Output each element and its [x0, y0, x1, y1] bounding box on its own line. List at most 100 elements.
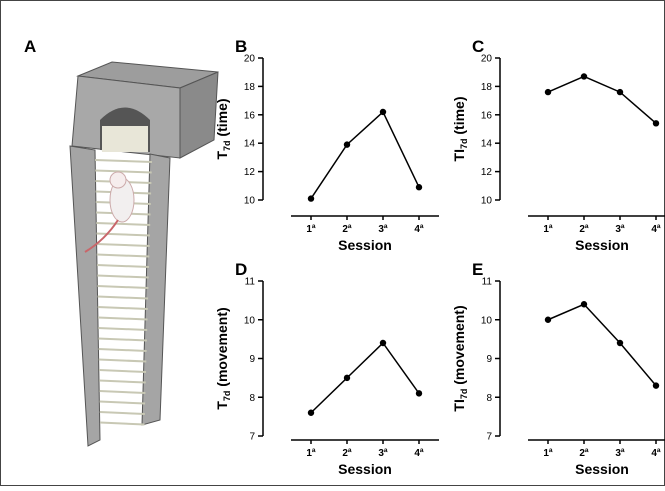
y-tick-label: 10 [244, 196, 256, 207]
panel-label: B [235, 37, 247, 56]
y-tick-label: 8 [486, 393, 492, 404]
line [310, 110, 420, 199]
point [307, 195, 315, 202]
rung [99, 411, 145, 415]
y-tick-label: 10 [481, 315, 493, 326]
y-tick-label: 7 [249, 432, 255, 443]
y-label-rest: (time) [214, 98, 230, 140]
y-tick-label: 11 [245, 277, 256, 288]
y-tick-label: 20 [244, 54, 256, 65]
rung [96, 232, 150, 237]
point [343, 141, 351, 148]
y-tick-label: 14 [481, 139, 493, 150]
y-tick-label: 11 [482, 277, 493, 288]
y-tick-label: 12 [244, 167, 256, 178]
point [307, 409, 315, 416]
x-tick-label: 2ª [579, 224, 589, 235]
y-label-rest: (movement) [451, 305, 467, 388]
x-tick-label: 4ª [651, 448, 661, 459]
x-tick-label: 2ª [342, 448, 352, 459]
rung [97, 285, 149, 289]
point [652, 382, 660, 389]
panel-label: C [472, 37, 484, 56]
y-label-main: T [214, 401, 230, 410]
y-label-sub: 7d [459, 139, 469, 150]
y-tick-label: 16 [481, 110, 493, 121]
x-tick-label: 2ª [579, 448, 589, 459]
rung [96, 243, 150, 247]
rung [95, 169, 152, 174]
point [544, 316, 552, 323]
x-tick-label: 1ª [306, 448, 316, 459]
y-tick-label: 20 [481, 54, 493, 65]
x-tick-label: 4ª [414, 448, 424, 459]
point [616, 339, 624, 347]
x-axis-label: Session [338, 237, 392, 253]
y-label-rest: (time) [451, 97, 467, 139]
rung [98, 327, 148, 331]
point [580, 301, 588, 308]
y-tick-label: 7 [486, 432, 492, 443]
point [652, 120, 660, 127]
y-tick-label: 9 [249, 354, 255, 365]
y-tick-label: 10 [481, 196, 493, 207]
point [379, 108, 387, 116]
rung [96, 264, 150, 268]
rung [96, 222, 151, 226]
y-tick-label: 16 [244, 110, 256, 121]
y-axis-label: TI7d (movement) [451, 305, 469, 411]
rung [97, 306, 148, 310]
line [547, 75, 657, 124]
x-tick-label: 3ª [615, 224, 625, 235]
y-axis-label: T7d (movement) [214, 307, 232, 409]
y-tick-label: 10 [244, 315, 256, 326]
x-tick-label: 3ª [378, 224, 388, 235]
x-tick-label: 3ª [615, 448, 625, 459]
point [415, 390, 423, 397]
x-axis-label: Session [338, 461, 392, 477]
y-label-main: T [214, 151, 230, 160]
y-tick-label: 18 [244, 82, 256, 93]
rung [94, 159, 153, 163]
y-label-main: TI [451, 399, 467, 411]
ladder-illustration [69, 61, 219, 447]
y-axis-label: T7d (time) [214, 98, 232, 159]
rung [99, 379, 146, 384]
panel-label: A [24, 37, 36, 56]
rung [97, 316, 148, 321]
rung [99, 390, 146, 394]
point [580, 73, 588, 80]
y-tick-label: 14 [244, 139, 256, 150]
rung [98, 337, 147, 342]
point [616, 88, 624, 96]
rung [97, 274, 149, 279]
rung [97, 295, 149, 300]
rung [98, 358, 147, 363]
point [415, 184, 423, 191]
x-tick-label: 3ª [378, 448, 388, 459]
x-tick-label: 1ª [543, 448, 553, 459]
y-axis-label: TI7d (time) [451, 97, 469, 162]
y-label-sub: 7d [459, 389, 469, 400]
rung [99, 421, 145, 426]
rung [98, 348, 147, 352]
line [547, 303, 657, 387]
y-label-main: TI [451, 149, 467, 161]
y-label-sub: 7d [222, 140, 232, 151]
x-tick-label: 4ª [651, 224, 661, 235]
panel-label: E [472, 260, 483, 279]
point [544, 88, 552, 96]
panel-label: D [235, 260, 247, 279]
y-tick-label: 12 [481, 167, 493, 178]
rung [99, 400, 146, 405]
x-tick-label: 1ª [543, 224, 553, 235]
x-tick-label: 2ª [342, 224, 352, 235]
rung [98, 369, 147, 373]
x-tick-label: 1ª [306, 224, 316, 235]
x-axis-label: Session [575, 237, 629, 253]
line [310, 341, 420, 414]
y-tick-label: 9 [486, 354, 492, 365]
rung [96, 253, 150, 258]
y-tick-label: 8 [249, 393, 255, 404]
